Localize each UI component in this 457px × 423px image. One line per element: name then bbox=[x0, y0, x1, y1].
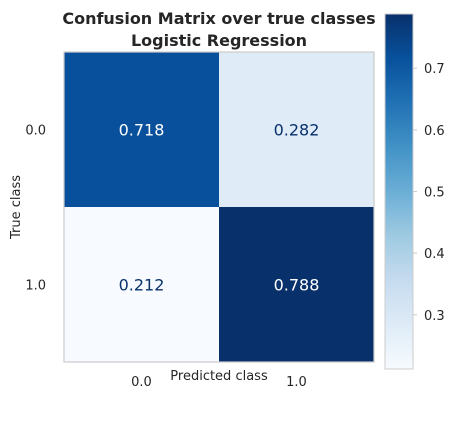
chart-title-line2: Logistic Regression bbox=[131, 31, 307, 50]
colorbar-tick-label: 0.4 bbox=[424, 247, 445, 262]
colorbar-tick-label: 0.7 bbox=[424, 62, 445, 77]
heatmap-cell-0-1 bbox=[219, 52, 374, 207]
colorbar-gradient bbox=[384, 13, 414, 370]
x-tick-label: 1.0 bbox=[286, 375, 307, 390]
heatmap-plot-area: 0.718 0.282 0.212 0.788 0.0 1.0 0.0 1.0 bbox=[25, 51, 375, 390]
colorbar-tick-label: 0.6 bbox=[424, 124, 445, 139]
x-tick-label: 0.0 bbox=[131, 375, 152, 390]
y-axis-label: True class bbox=[9, 175, 24, 240]
cell-value-label-1-0: 0.212 bbox=[119, 276, 165, 295]
plot-frame bbox=[63, 51, 375, 363]
cell-value-label-0-1: 0.282 bbox=[274, 121, 320, 140]
x-axis-label: Predicted class bbox=[170, 369, 268, 384]
heatmap-cell-1-1 bbox=[219, 207, 374, 362]
cell-value-label-0-0: 0.718 bbox=[119, 121, 165, 140]
heatmap-cell-0-0 bbox=[64, 52, 219, 207]
colorbar-tick-label: 0.3 bbox=[424, 309, 445, 324]
y-tick-label: 1.0 bbox=[25, 279, 46, 294]
chart-title-line1: Confusion Matrix over true classes bbox=[62, 9, 375, 28]
colorbar: 0.3 0.4 0.5 0.6 0.7 bbox=[384, 13, 445, 370]
colorbar-tick-label: 0.5 bbox=[424, 186, 445, 201]
cell-value-label-1-1: 0.788 bbox=[274, 276, 320, 295]
y-tick-label: 0.0 bbox=[25, 124, 46, 139]
heatmap-cell-1-0 bbox=[64, 207, 219, 362]
